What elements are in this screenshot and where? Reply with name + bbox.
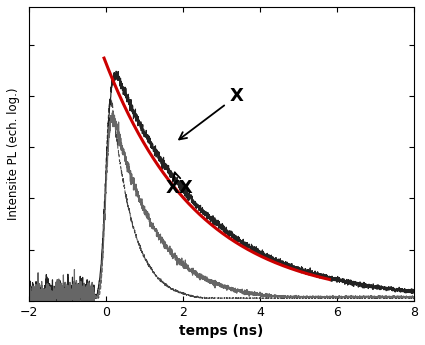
Text: XX: XX: [166, 172, 193, 197]
X-axis label: temps (ns): temps (ns): [179, 324, 264, 338]
Y-axis label: Intensite PL (ech. log.): Intensite PL (ech. log.): [7, 88, 20, 220]
Text: X: X: [179, 87, 243, 139]
